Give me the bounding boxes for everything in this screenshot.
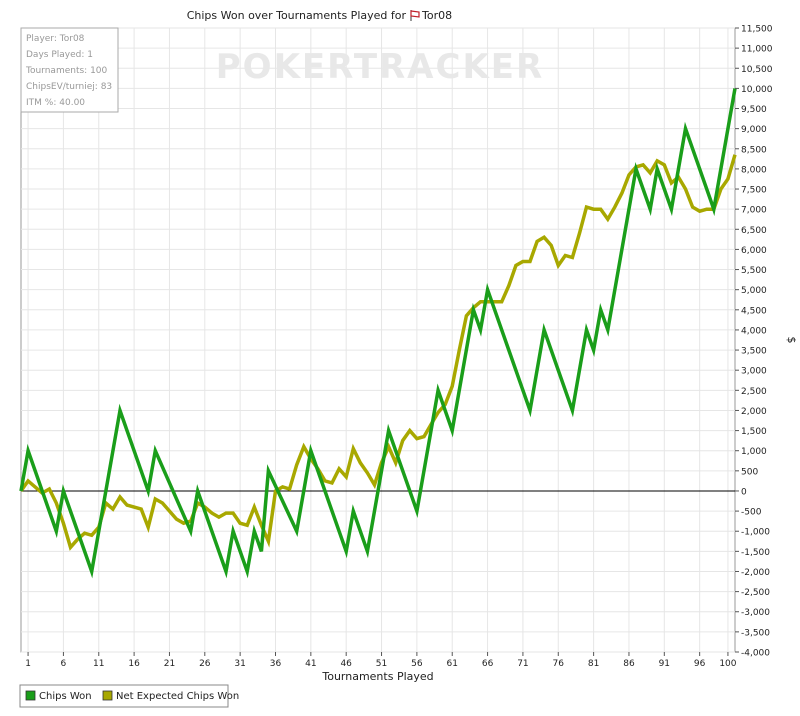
x-axis-label: Tournaments Played <box>321 670 433 683</box>
grid-lines <box>21 27 735 653</box>
y-tick-label: 3,000 <box>741 367 767 377</box>
y-tick-label: 4,000 <box>741 326 767 336</box>
y-tick-label: 4,500 <box>741 306 767 316</box>
x-tick-label: 51 <box>376 659 387 669</box>
x-tick-label: 76 <box>553 659 565 669</box>
y-tick-label: 3,500 <box>741 347 767 357</box>
info-player: Player: Tor08 <box>26 34 85 44</box>
y-tick-label: 500 <box>741 467 758 477</box>
info-box: Player: Tor08 Days Played: 1 Tournaments… <box>20 27 119 113</box>
y-tick-label: 7,000 <box>741 206 767 216</box>
y-tick-label: -1,500 <box>741 548 770 558</box>
x-tick-label: 6 <box>61 659 67 669</box>
x-tick-label: 11 <box>93 659 104 669</box>
x-tick-label: 1 <box>25 659 31 669</box>
y-tick-label: -2,000 <box>741 568 770 578</box>
legend-label-net-expected: Net Expected Chips Won <box>116 691 239 702</box>
y-tick-label: -4,000 <box>741 649 770 659</box>
x-tick-label: 91 <box>659 659 670 669</box>
y-tick-label: 2,000 <box>741 407 767 417</box>
y-tick-label: -3,000 <box>741 608 770 618</box>
x-tick-label: 100 <box>719 659 736 669</box>
info-days-played: Days Played: 1 <box>26 50 93 60</box>
legend-swatch-net-expected <box>102 690 113 701</box>
y-tick-label: 0 <box>741 487 747 497</box>
y-tick-label: 8,000 <box>741 165 767 175</box>
x-axis: 1 6 11 16 21 26 31 36 41 46 51 56 61 66 71 76 81 86 91 96 10… <box>25 652 737 669</box>
x-tick-label: 21 <box>164 659 175 669</box>
y-tick-label: 9,500 <box>741 105 767 115</box>
info-itm: ITM %: 40.00 <box>26 98 85 108</box>
y-tick-label: 1,500 <box>741 427 767 437</box>
y-tick-label: 10,000 <box>741 85 773 95</box>
x-tick-label: 81 <box>588 659 599 669</box>
y-tick-label: 7,500 <box>741 186 767 196</box>
y-tick-label: 5,500 <box>741 266 767 276</box>
y-tick-label: 9,000 <box>741 125 767 135</box>
x-tick-label: 31 <box>234 659 245 669</box>
y-tick-label: 8,500 <box>741 145 767 155</box>
x-tick-label: 71 <box>517 659 528 669</box>
y-tick-label: 5,000 <box>741 286 767 296</box>
y-tick-label: 1,000 <box>741 447 767 457</box>
info-tournaments: Tournaments: 100 <box>25 66 108 76</box>
x-tick-label: 41 <box>305 659 316 669</box>
y-tick-label: 6,000 <box>741 246 767 256</box>
x-tick-label: 16 <box>128 659 140 669</box>
legend-swatch-chips-won <box>25 690 36 701</box>
x-tick-label: 46 <box>340 659 352 669</box>
y-tick-label: -3,500 <box>741 628 770 638</box>
y-tick-label: 11,000 <box>741 45 773 55</box>
x-tick-label: 36 <box>270 659 282 669</box>
player-flag-icon <box>410 10 420 21</box>
y-tick-label: 10,500 <box>741 65 773 75</box>
legend-label-chips-won: Chips Won <box>39 691 92 702</box>
y-axis: -4,000 -3,500 -3,000 -2,500 -2,000 -1,500 -1,0… <box>735 25 773 659</box>
y-axis-label: $ <box>785 337 798 344</box>
watermark: POKERTRACKER <box>216 47 544 87</box>
legend: Chips Won Net Expected Chips Won <box>19 684 239 708</box>
chart-title: Chips Won over Tournaments Played for <box>187 9 407 22</box>
series-line-net-expected-chips-won <box>19 154 737 551</box>
series-layer <box>19 88 737 579</box>
x-tick-label: 61 <box>447 659 458 669</box>
y-tick-label: 2,500 <box>741 387 767 397</box>
x-tick-label: 96 <box>694 659 706 669</box>
x-tick-label: 56 <box>411 659 423 669</box>
x-tick-label: 26 <box>199 659 211 669</box>
y-tick-label: 11,500 <box>741 25 773 35</box>
y-tick-label: -1,000 <box>741 528 770 538</box>
chart-title-player: Tor08 <box>421 9 452 22</box>
y-tick-label: -500 <box>741 508 762 518</box>
y-tick-label: -2,500 <box>741 588 770 598</box>
x-tick-label: 66 <box>482 659 494 669</box>
series-line-chips-won <box>19 88 737 579</box>
plot-area <box>20 27 736 653</box>
x-tick-label: 86 <box>623 659 635 669</box>
y-tick-label: 6,500 <box>741 226 767 236</box>
info-chips-ev: ChipsEV/turniej: 83 <box>26 82 112 92</box>
